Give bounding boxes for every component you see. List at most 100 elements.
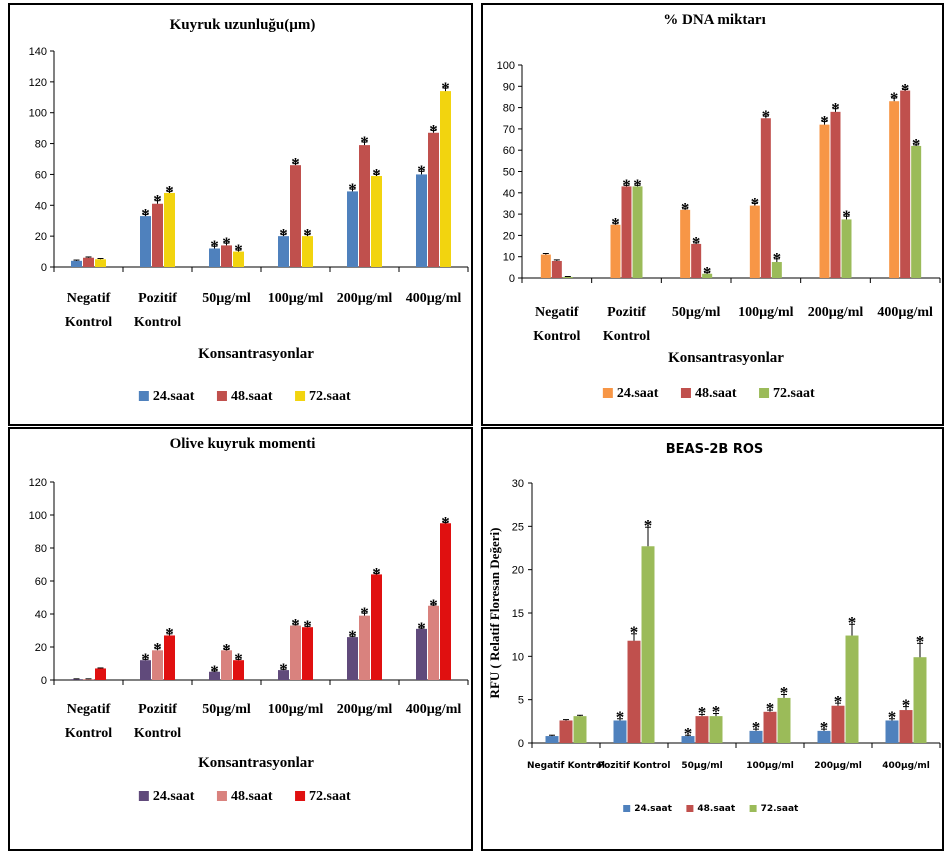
significance-marker: * — [766, 699, 775, 718]
y-tick-label: 0 — [518, 738, 524, 750]
legend-swatch — [623, 805, 631, 812]
y-tick-label: 70 — [503, 124, 515, 136]
legend: 24.saat 48.saat 72.saat — [138, 389, 351, 404]
bar — [140, 216, 151, 267]
significance-marker: * — [834, 692, 843, 711]
significance-marker: * — [303, 617, 312, 636]
y-tick-label: 20 — [512, 565, 524, 577]
significance-marker: * — [348, 179, 357, 198]
significance-marker: * — [684, 724, 693, 743]
y-tick-label: 15 — [512, 608, 524, 620]
bar — [290, 165, 301, 267]
y-tick-label: 30 — [503, 209, 515, 221]
x-tick-label: 200µg/ml — [814, 761, 862, 771]
chart-title: BEAS-2B ROS — [666, 442, 764, 457]
significance-marker: * — [681, 199, 690, 218]
y-tick-label: 100 — [29, 510, 47, 522]
chart-3: Olive kuyruk momenti 0 20 40 60 80 100 120 Negat… — [29, 436, 469, 804]
bar — [278, 236, 289, 267]
x-tick-label: 100µg/ml — [268, 702, 324, 717]
bar — [681, 736, 695, 743]
bar — [695, 716, 709, 743]
bar — [209, 248, 220, 267]
significance-marker: * — [153, 639, 162, 658]
bar — [562, 276, 573, 278]
significance-marker: * — [773, 249, 782, 268]
legend-label: 48.saat — [231, 389, 273, 404]
chart-panel-3: Olive kuyruk momenti 0 20 40 60 80 100 120 Negat… — [8, 427, 473, 851]
y-axis-label: RFU ( Relatif Floresan Değeri) — [487, 528, 502, 699]
bar — [889, 101, 900, 279]
bar — [83, 257, 94, 267]
legend-swatch — [138, 791, 149, 801]
x-axis-label: Konsantrasyonlar — [198, 755, 314, 771]
bar — [371, 175, 382, 267]
x-tick-label: Pozitif Kontrol — [134, 702, 181, 741]
bar — [83, 679, 94, 680]
y-tick-label: 0 — [41, 262, 47, 274]
y-tick-label: 10 — [503, 252, 515, 264]
significance-marker: * — [429, 121, 438, 140]
significance-marker: * — [752, 718, 761, 737]
x-tick-label: Negatif Kontrol — [65, 702, 112, 741]
bar — [573, 716, 587, 743]
bar — [749, 205, 760, 278]
significance-marker: * — [360, 604, 369, 623]
legend-swatch — [138, 391, 149, 401]
bar — [302, 236, 313, 267]
chart-title: % DNA miktarı — [663, 12, 766, 28]
bar — [845, 635, 859, 743]
significance-marker: * — [890, 88, 899, 107]
y-tick-label: 10 — [512, 651, 524, 663]
x-tick-label: 50µg/ml — [681, 761, 722, 771]
bar — [899, 710, 913, 743]
bar — [540, 254, 551, 278]
bar — [95, 259, 106, 267]
x-axis-label: Konsantrasyonlar — [198, 346, 314, 362]
chart-1: Kuyruk uzunluğu(µm) 0 20 40 60 80 100 120 140 Neg… — [29, 17, 469, 404]
bar — [551, 260, 562, 278]
bar — [95, 668, 106, 680]
significance-marker: * — [417, 618, 426, 637]
bar — [233, 660, 244, 680]
bar — [440, 523, 451, 680]
bar — [749, 730, 763, 743]
bar — [771, 262, 782, 278]
legend-swatch — [295, 791, 306, 801]
bar — [440, 91, 451, 267]
y-tick-label: 80 — [503, 103, 515, 115]
bar — [621, 186, 632, 278]
x-tick-label: 200µg/ml — [337, 291, 393, 306]
y-tick-label: 50 — [503, 167, 515, 179]
y-tick-label: 140 — [29, 46, 47, 58]
bar — [428, 605, 439, 680]
significance-marker: * — [848, 613, 857, 632]
chart-title: Olive kuyruk momenti — [170, 436, 316, 452]
significance-marker: * — [372, 564, 381, 583]
bar — [817, 730, 831, 743]
y-tick-label: 20 — [35, 231, 47, 243]
x-tick-label: Pozitif Kontrol — [598, 761, 671, 771]
legend-swatch — [759, 388, 770, 398]
y-tick-label: 20 — [35, 642, 47, 654]
bar — [691, 243, 702, 278]
bar — [911, 145, 922, 278]
y-tick-label: 80 — [35, 139, 47, 151]
significance-marker: * — [279, 660, 288, 679]
significance-marker: * — [303, 225, 312, 244]
bar — [347, 191, 358, 267]
significance-marker: * — [916, 632, 925, 651]
x-tick-label: Negatif Kontrol — [527, 761, 605, 771]
y-tick-label: 40 — [35, 200, 47, 212]
bar — [632, 186, 643, 278]
x-tick-label: 100µg/ml — [746, 761, 794, 771]
bar — [613, 720, 627, 743]
bar — [545, 736, 559, 743]
significance-marker: * — [912, 135, 921, 154]
x-axis-label: Konsantrasyonlar — [668, 350, 784, 366]
significance-marker: * — [831, 99, 840, 118]
y-tick-label: 25 — [512, 521, 524, 533]
bar — [913, 657, 927, 743]
significance-marker: * — [820, 112, 829, 131]
legend: 24.saat 48.saat 72.saat — [138, 789, 351, 804]
